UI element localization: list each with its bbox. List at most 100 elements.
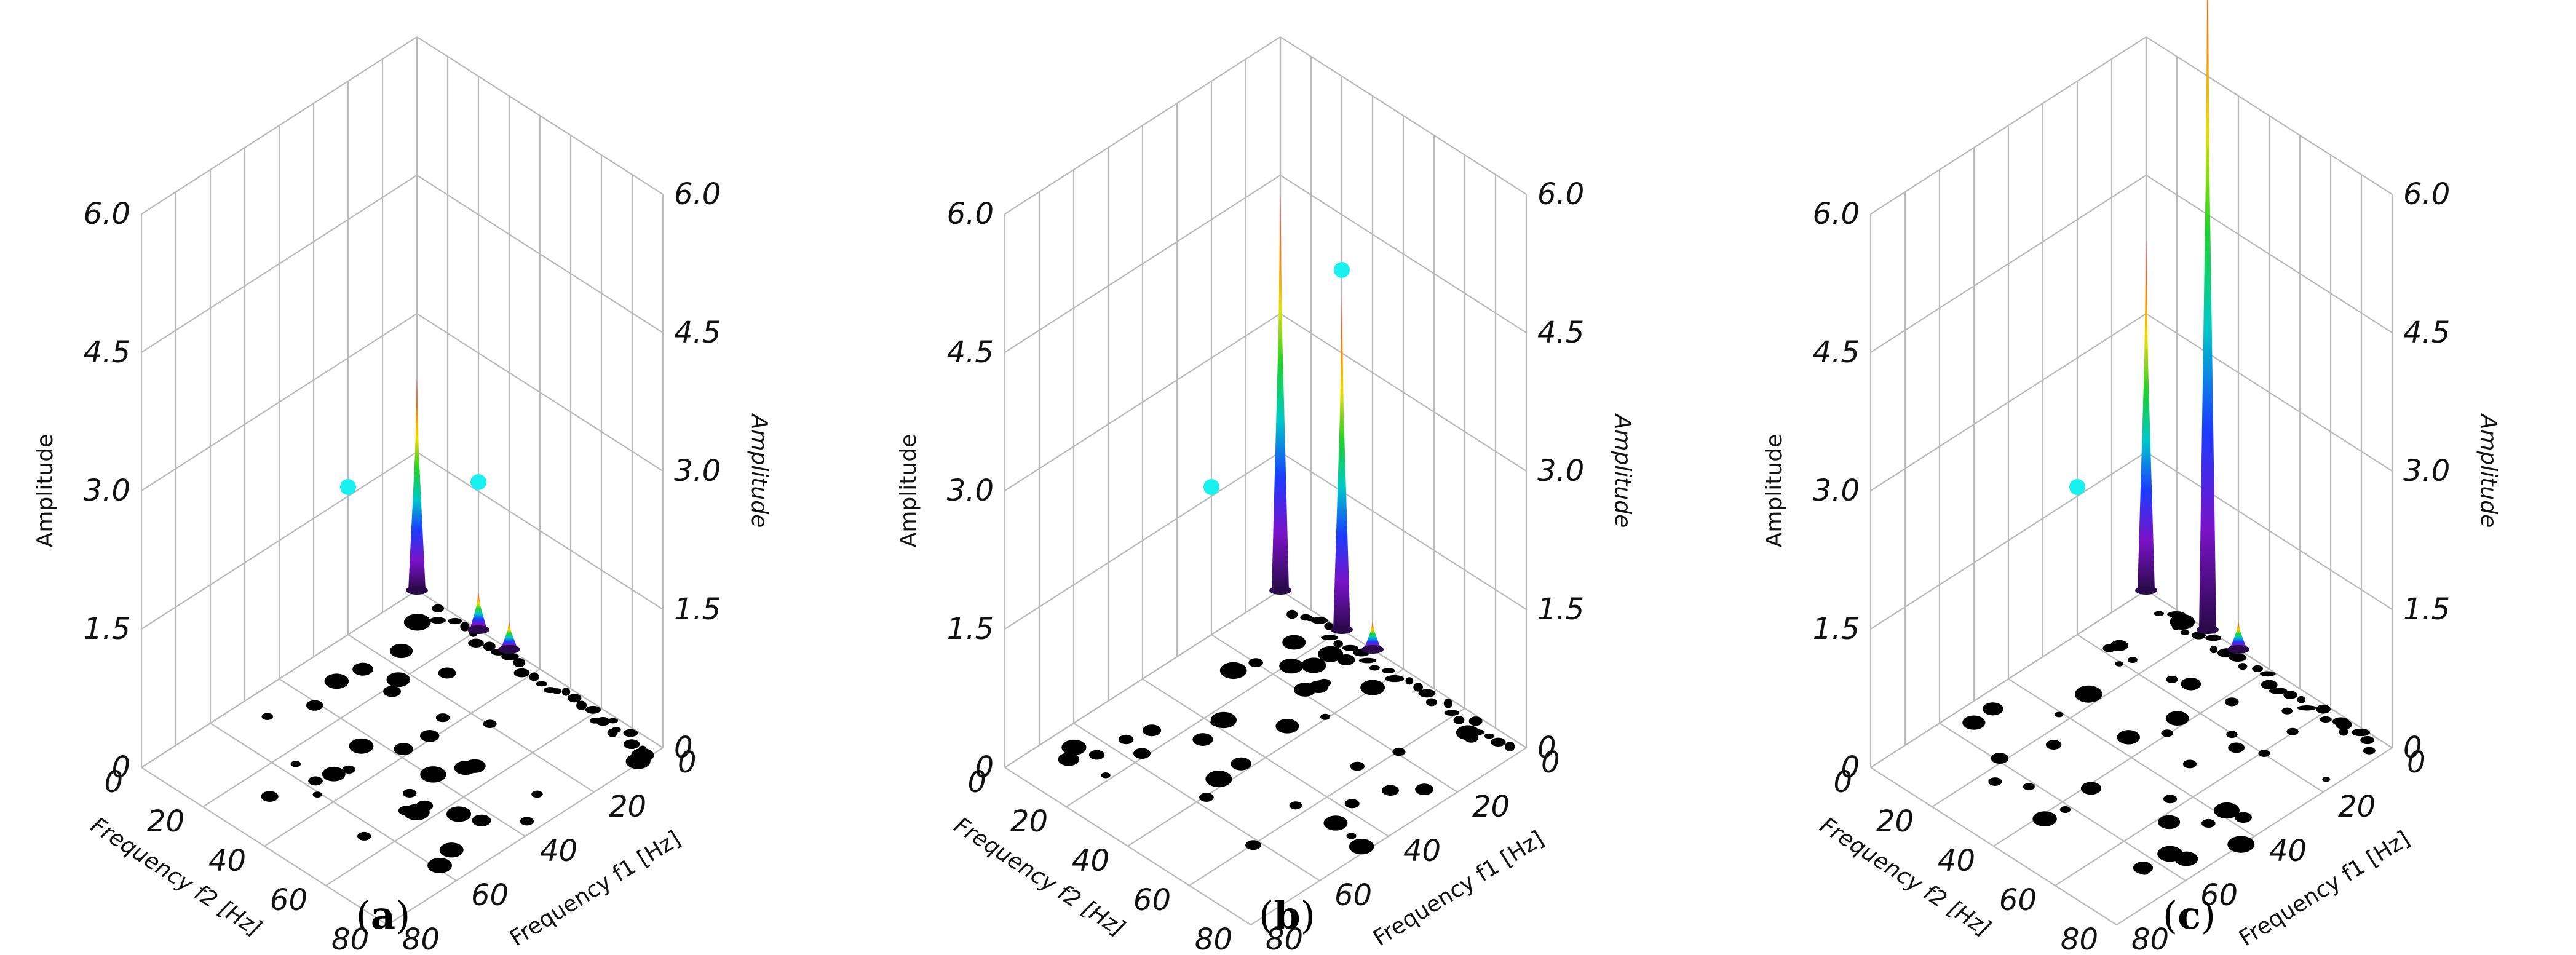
grid-wall-f1 (1279, 36, 1528, 748)
noise-blob (561, 688, 571, 696)
z-axis-title-left: Amplitude (33, 434, 58, 547)
grid-wall-f1 (2145, 36, 2393, 748)
noise-blob (1350, 761, 1365, 771)
peak-marker (1334, 262, 1350, 278)
f1-tick-label: 0 (2407, 745, 2426, 780)
noise-blob (2117, 730, 2140, 745)
gridline (141, 451, 418, 630)
noise-blob (2080, 782, 2102, 795)
z-tick-label-right: 0 (2403, 731, 2422, 765)
noise-blob (290, 761, 301, 767)
noise-blob (429, 617, 446, 624)
spectral-peak (470, 593, 487, 630)
z-tick-label-right: 6.0 (674, 177, 721, 212)
noise-blob (1118, 734, 1134, 745)
noise-blob (2283, 691, 2297, 699)
noise-blob (1310, 617, 1328, 624)
noise-blob (1342, 644, 1358, 651)
z-tick-label-right: 3.0 (2403, 454, 2450, 488)
z-tick-label-left: 0 (111, 750, 130, 785)
noise-blob (394, 743, 414, 756)
f2-tick-label: 40 (1072, 844, 1109, 878)
noise-blob (2228, 742, 2245, 753)
noise-blob (1443, 698, 1452, 708)
panel-label-close: ) (2201, 893, 2216, 938)
noise-blob (2165, 711, 2189, 726)
noise-speckles (261, 604, 654, 873)
noise-blob (2297, 695, 2305, 703)
noise-blob (1468, 716, 1483, 726)
noise-blob (2174, 851, 2198, 866)
peak-base (406, 586, 428, 595)
noise-blob (513, 668, 530, 678)
noise-blob (2252, 665, 2264, 672)
noise-blob (1415, 783, 1434, 795)
noise-blob (1248, 658, 1263, 668)
panel-label: (a) (356, 893, 411, 938)
noise-blob (2055, 711, 2064, 718)
f1-tick-label: 80 (2131, 922, 2169, 955)
f2-tick-label: 0 (104, 765, 123, 799)
z-axis-title-right: Amplitude (2476, 413, 2501, 528)
noise-blob (2363, 747, 2376, 755)
noise-blob (1245, 840, 1261, 850)
z-axis-title-left: Amplitude (896, 434, 921, 547)
noise-blob (2110, 640, 2128, 651)
gridline (2077, 634, 2324, 793)
noise-blob (2201, 818, 2216, 828)
noise-blob (2059, 806, 2071, 813)
f2-tick-label: 0 (967, 765, 986, 799)
noise-blob (536, 681, 548, 687)
noise-blob (2286, 727, 2299, 735)
z-tick-label-right: 3.0 (1537, 454, 1584, 488)
noise-blob (1061, 739, 1087, 755)
f1-tick-label: 20 (1472, 790, 1510, 824)
noise-blob (1318, 646, 1344, 662)
grid-wall-f2 (1004, 36, 1282, 768)
noise-blob (322, 766, 346, 782)
noise-blob (1101, 772, 1111, 779)
noise-blob (1192, 733, 1213, 746)
noise-blob (1231, 757, 1251, 771)
gridline (1280, 36, 1527, 195)
noise-blob (261, 791, 279, 802)
noise-blob (1425, 698, 1437, 707)
f2-tick-label: 20 (147, 804, 184, 839)
f2-tick-label: 20 (1010, 804, 1048, 839)
noise-blob (2351, 729, 2371, 737)
noise-blob (2163, 795, 2178, 804)
grid-wall-f1 (416, 36, 664, 748)
noise-blob (460, 622, 470, 632)
peak-base (2197, 625, 2219, 634)
noise-blob (483, 641, 496, 651)
f1-tick-label: 60 (471, 878, 509, 913)
noise-blob (1344, 799, 1360, 809)
f2-tick-label: 80 (2061, 922, 2098, 955)
f1-tick-label: 20 (2338, 790, 2376, 824)
z-tick-label-right: 4.5 (1537, 315, 1584, 350)
z-tick-label-right: 1.5 (1537, 592, 1584, 627)
panel-label-close: ) (395, 893, 410, 938)
gridline (1870, 451, 2147, 630)
noise-blob (464, 759, 486, 773)
noise-blob (342, 765, 355, 774)
gridline (2146, 313, 2393, 472)
z-axis-title-right: Amplitude (1610, 413, 1635, 528)
noise-blob (1321, 635, 1339, 641)
z-tick-label-left: 6.0 (84, 197, 130, 231)
f2-tick-label: 40 (208, 844, 246, 878)
noise-blob (1142, 724, 1162, 737)
noise-blob (1058, 753, 1080, 766)
noise-blob (2032, 811, 2057, 826)
panel-label-letter: b (1274, 893, 1300, 938)
noise-blob (1088, 750, 1105, 760)
noise-blob (308, 776, 323, 786)
gridline (1004, 313, 1281, 491)
peak-marker (1203, 479, 1219, 495)
noise-speckles (1962, 611, 2376, 875)
peak-marker (470, 474, 486, 490)
noise-blob (623, 729, 638, 737)
gridline (1870, 175, 2147, 353)
gridline (141, 36, 418, 215)
peak-base (2227, 645, 2249, 654)
